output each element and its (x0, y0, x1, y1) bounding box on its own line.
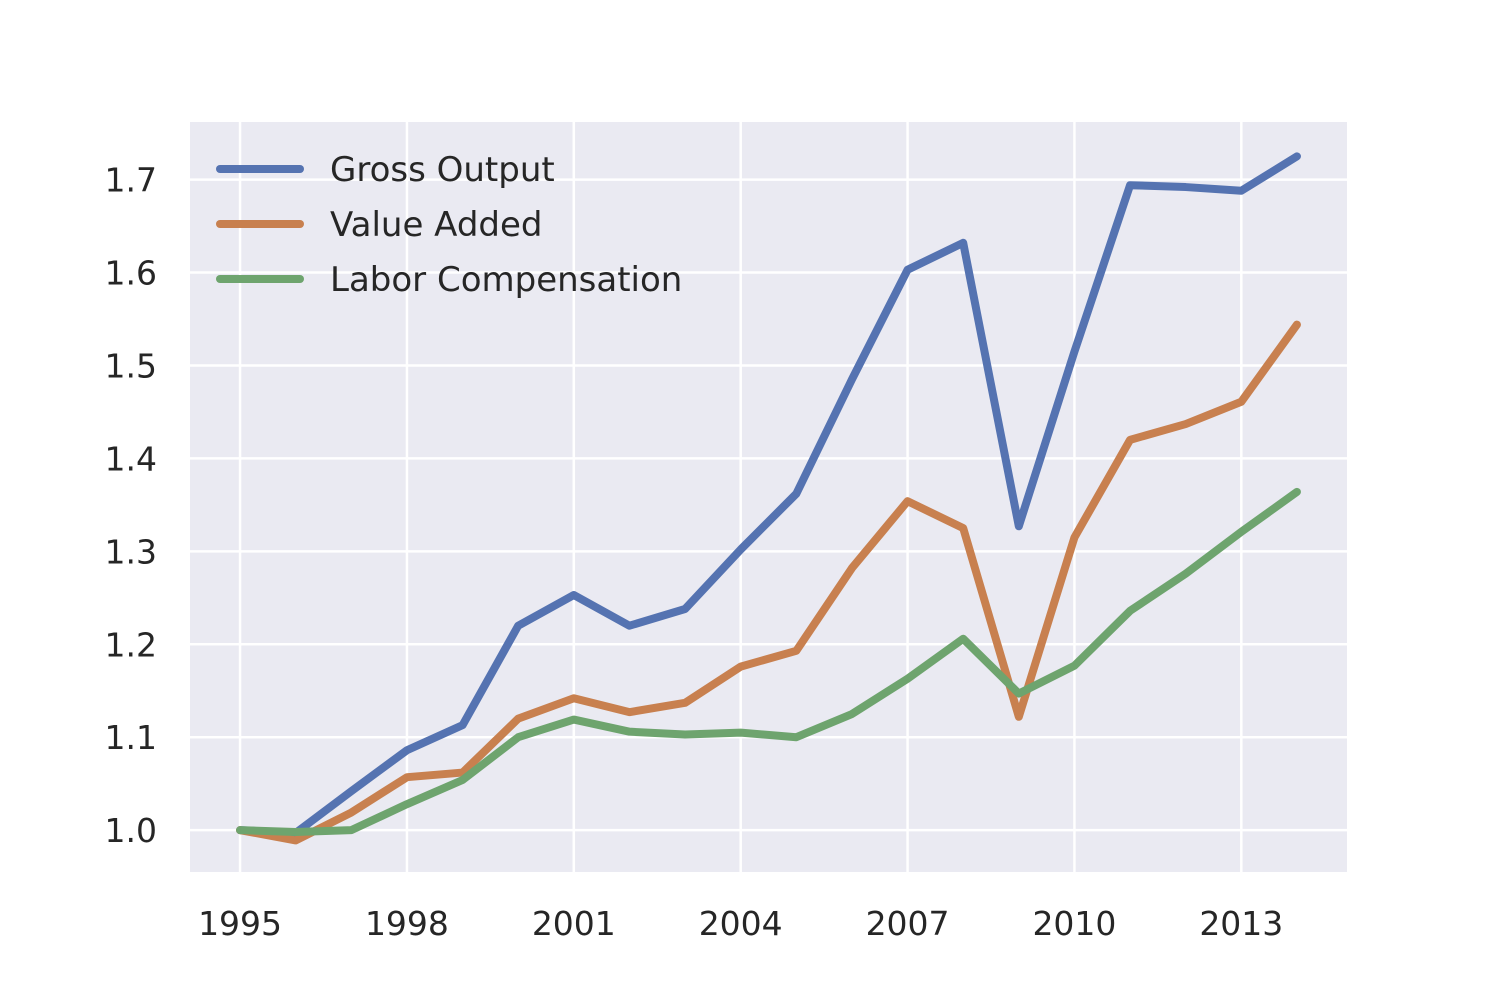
axis-tick-labels: 1995 1998 2001 2004 2007 2010 2013 1.0 1.1 1.2 1.3… (105, 161, 1284, 943)
y-tick-label: 1.7 (105, 161, 157, 200)
x-tick-label: 2010 (1032, 904, 1116, 943)
plot-area-background (190, 122, 1347, 872)
x-tick-label: 2013 (1199, 904, 1283, 943)
y-tick-label: 1.1 (105, 718, 157, 757)
x-tick-label: 2007 (866, 904, 950, 943)
legend-label-gross-output: Gross Output (330, 150, 555, 190)
legend-label-value-added: Value Added (330, 205, 543, 245)
x-tick-label: 2004 (699, 904, 783, 943)
series-line-value-added (236, 320, 1301, 845)
gridlines (190, 122, 1347, 872)
legend: Gross Output Value Added Labor Compensatio… (216, 150, 682, 300)
series-lines (236, 152, 1301, 845)
y-tick-label: 1.3 (105, 532, 157, 571)
series-line-labor-compensation (236, 487, 1301, 837)
x-tick-label: 2001 (532, 904, 616, 943)
y-tick-label: 1.5 (105, 346, 157, 385)
y-tick-label: 1.2 (105, 625, 157, 664)
legend-label-labor-compensation: Labor Compensation (330, 260, 682, 300)
y-tick-label: 1.0 (105, 811, 157, 850)
x-tick-label: 1998 (365, 904, 449, 943)
y-tick-label: 1.4 (105, 439, 157, 478)
x-tick-label: 1995 (198, 904, 282, 943)
series-line-gross-output (236, 152, 1301, 837)
y-tick-label: 1.6 (105, 254, 157, 293)
